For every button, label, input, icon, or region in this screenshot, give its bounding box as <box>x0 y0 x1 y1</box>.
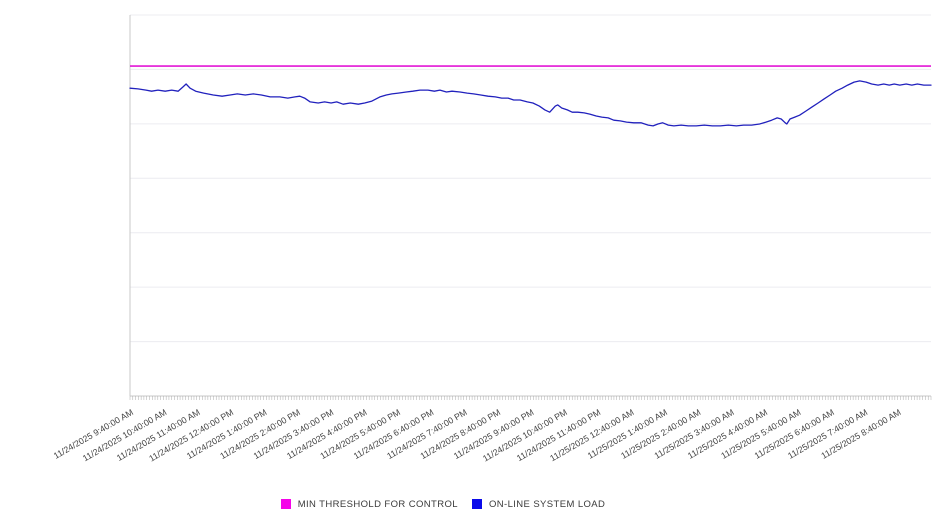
magenta-square-icon <box>280 499 291 509</box>
legend-item-online-load: ON-LINE SYSTEM LOAD <box>471 498 606 510</box>
legend-label-min-threshold: MIN THRESHOLD FOR CONTROL <box>297 498 458 510</box>
blue-square-icon <box>471 499 482 509</box>
x-axis-minor-ticks <box>129 396 932 400</box>
legend-item-min-threshold: MIN THRESHOLD FOR CONTROL <box>280 498 458 510</box>
axes <box>129 15 931 397</box>
legend-label-online-load: ON-LINE SYSTEM LOAD <box>488 498 606 510</box>
online-system-load-line <box>129 80 932 127</box>
chart-legend: MIN THRESHOLD FOR CONTROL ON-LINE SYSTEM… <box>0 495 916 513</box>
gridlines <box>130 14 931 343</box>
